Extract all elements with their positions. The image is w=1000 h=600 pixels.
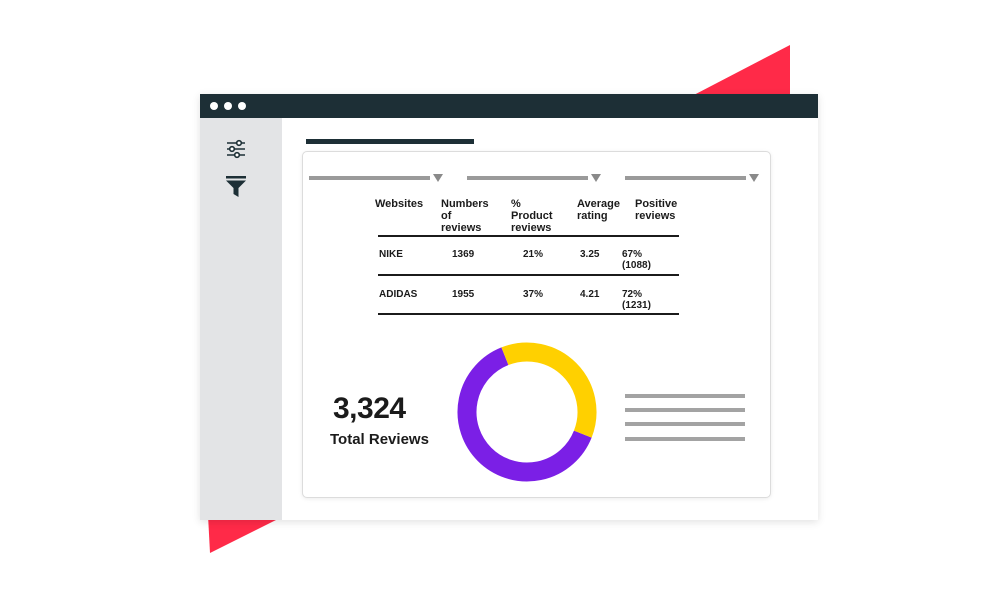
filter-dropdown[interactable] xyxy=(309,172,444,184)
table-divider xyxy=(378,235,679,237)
column-header: Websites xyxy=(375,198,424,210)
chevron-down-icon xyxy=(433,174,443,182)
chevron-down-icon xyxy=(591,174,601,182)
app-window: Websites Numbers of reviews % Product re… xyxy=(200,94,818,520)
table-cell: ADIDAS xyxy=(379,289,418,300)
table-cell: 72% (1231) xyxy=(622,289,651,311)
table-divider xyxy=(378,274,679,276)
decorative-triangle-bottom xyxy=(208,515,286,553)
decorative-triangle-top xyxy=(690,45,790,97)
legend-placeholder-line xyxy=(625,408,745,412)
table-cell: 3.25 xyxy=(580,249,600,260)
table-divider xyxy=(378,313,679,315)
column-header: Average rating xyxy=(577,198,621,222)
heading-placeholder xyxy=(306,139,474,144)
column-header: Numbers of reviews xyxy=(441,198,489,234)
window-dot[interactable] xyxy=(238,102,246,110)
window-titlebar xyxy=(200,94,818,118)
reviews-card: Websites Numbers of reviews % Product re… xyxy=(302,151,771,498)
legend-placeholder-line xyxy=(625,422,745,426)
table-cell: 21% xyxy=(523,249,544,260)
table-cell: 4.21 xyxy=(580,289,600,300)
total-reviews-count: 3,324 xyxy=(333,392,406,425)
sliders-icon[interactable] xyxy=(226,139,246,159)
table-cell: 1955 xyxy=(452,289,475,300)
filter-dropdown[interactable] xyxy=(625,172,760,184)
column-header: % Product reviews xyxy=(511,198,553,234)
table-cell: 67% (1088) xyxy=(622,249,651,271)
table-cell: NIKE xyxy=(379,249,403,260)
total-reviews-label: Total Reviews xyxy=(330,431,429,448)
window-dot[interactable] xyxy=(224,102,232,110)
table-cell: 1369 xyxy=(452,249,475,260)
column-header: Positive reviews xyxy=(635,198,678,222)
filter-dropdown[interactable] xyxy=(467,172,602,184)
table-cell: 37% xyxy=(523,289,544,300)
donut-chart xyxy=(457,342,597,482)
donut-slice-1 xyxy=(501,342,597,438)
filter-icon[interactable] xyxy=(226,176,246,197)
legend-placeholder-line xyxy=(625,437,745,441)
chevron-down-icon xyxy=(749,174,759,182)
donut-slice-0 xyxy=(457,347,592,482)
legend-placeholder-line xyxy=(625,394,745,398)
sidebar xyxy=(200,118,282,520)
window-dot[interactable] xyxy=(210,102,218,110)
